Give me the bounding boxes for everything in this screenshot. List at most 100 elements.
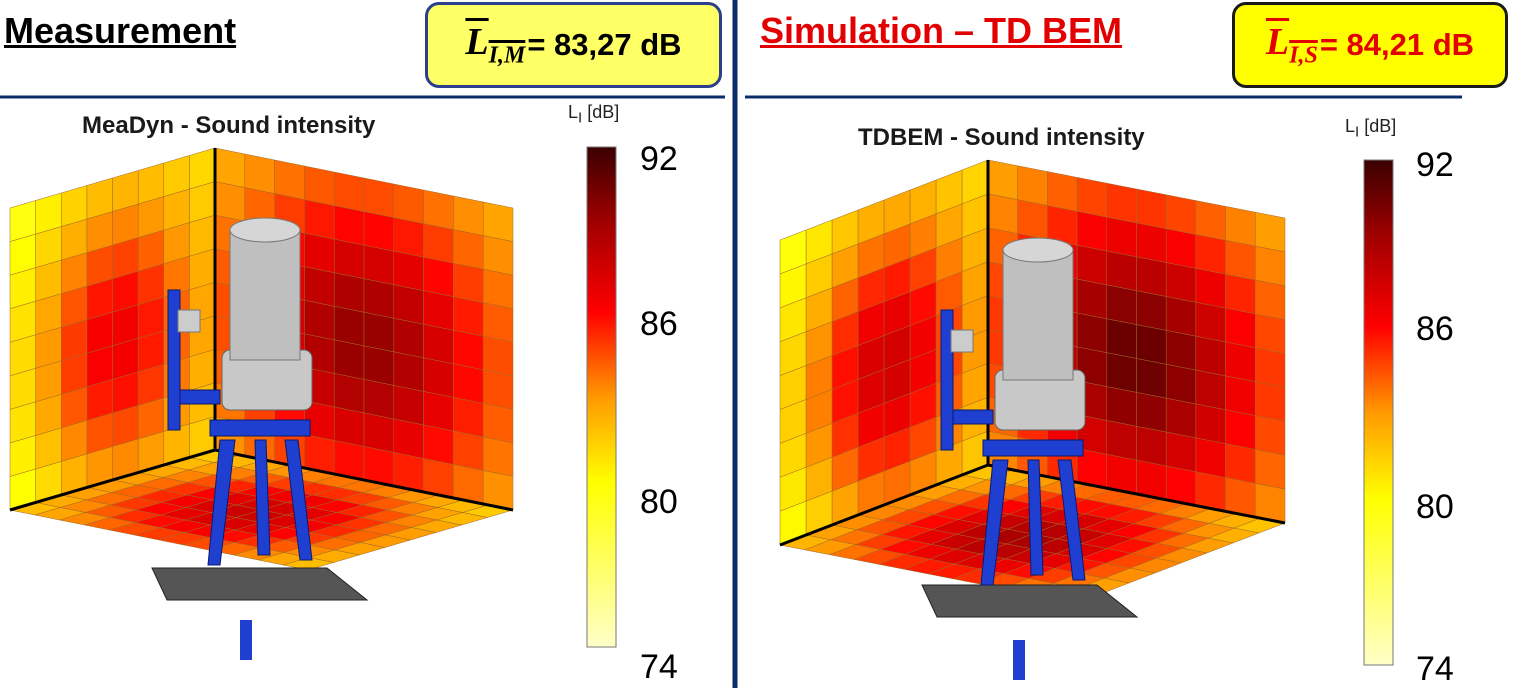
heatmap-cell <box>189 147 216 190</box>
colorbar-tick: 86 <box>640 305 678 343</box>
heatmap-cell <box>1255 347 1286 388</box>
heatmap-cell <box>1076 244 1108 286</box>
heatmap-cell <box>423 189 454 230</box>
heatmap-cell <box>1106 250 1137 291</box>
measurement-plot <box>9 147 514 660</box>
heatmap-cell <box>482 403 514 444</box>
heatmap-cell <box>333 406 365 447</box>
heatmap-cell <box>363 244 395 285</box>
stand-leg <box>254 439 271 556</box>
stand-crossbar <box>982 439 1084 457</box>
heatmap-cell <box>482 235 514 276</box>
heatmap-cell <box>453 262 484 303</box>
stand-arm <box>174 389 221 405</box>
heatmap-cell <box>1195 268 1226 309</box>
heatmap-cell <box>1106 420 1137 461</box>
heatmap-cell <box>1136 425 1167 467</box>
heatmap-cell <box>363 278 395 319</box>
heatmap-cell <box>1076 177 1108 218</box>
heatmap-cell <box>9 200 36 242</box>
heatmap-cell <box>1136 256 1167 297</box>
heatmap-cell <box>1195 437 1226 478</box>
heatmap-cell <box>333 272 365 313</box>
heatmap-cell <box>61 185 88 227</box>
heatmap-cell <box>333 373 365 414</box>
stand-arm <box>167 289 181 431</box>
heatmap-cell <box>163 155 190 197</box>
heatmap-cell <box>779 229 807 275</box>
heatmap-cell <box>1106 386 1137 427</box>
heatmap-cell <box>393 418 424 459</box>
heatmap-cell <box>393 385 424 426</box>
stand-leg <box>980 459 1009 586</box>
heatmap-cell <box>482 436 514 477</box>
heatmap-cell <box>363 412 395 453</box>
heatmap-cell <box>1225 375 1256 416</box>
heatmap-cell <box>1255 381 1286 422</box>
heatmap-cell <box>1136 392 1167 433</box>
measurement-plot-title: MeaDyn - Sound intensity <box>82 112 376 139</box>
heatmap-cell <box>333 171 365 212</box>
colorbar-label-right: LI [dB] <box>1345 116 1397 141</box>
heatmap-cell <box>304 266 335 307</box>
stand-post <box>240 620 252 660</box>
colorbar-right <box>1363 159 1394 666</box>
heatmap-cell <box>1255 279 1286 320</box>
heatmap-cell <box>304 199 335 240</box>
stand-leg <box>207 439 236 566</box>
stand-arm <box>947 409 994 425</box>
heatmap-cell <box>333 238 365 279</box>
heatmap-cell <box>393 183 424 224</box>
heatmap-cell <box>1165 397 1197 439</box>
heatmap-cell <box>1076 278 1108 320</box>
measurement-average-box: LI,M = 83,27 dB <box>425 2 722 88</box>
heatmap-cell <box>1106 284 1137 325</box>
heatmap-cell <box>987 193 1018 234</box>
heatmap-cell <box>1225 409 1256 450</box>
stand-arm <box>940 309 954 451</box>
device-top <box>1002 237 1074 263</box>
heatmap-cell <box>423 323 454 365</box>
mount-plate <box>151 567 369 601</box>
heatmap-cell <box>363 177 395 218</box>
heatmap-cell <box>1195 200 1226 241</box>
heatmap-cell <box>1165 296 1197 337</box>
average-symbol: LI,S <box>1265 21 1318 69</box>
heatmap-cell <box>363 311 395 353</box>
heatmap-cell <box>1225 307 1256 349</box>
device-body <box>229 229 301 361</box>
heatmap-cell <box>1225 341 1256 382</box>
heatmap-cell <box>482 201 514 242</box>
device-top <box>229 217 301 243</box>
heatmap-cell <box>86 177 113 220</box>
heatmap-cell <box>1106 216 1137 258</box>
heatmap-cell <box>1106 318 1137 359</box>
heatmap-cell <box>363 211 395 252</box>
heatmap-cell <box>482 335 514 377</box>
colorbar-tick: 80 <box>1416 488 1454 526</box>
heatmap-cell <box>453 296 484 337</box>
colorbar-tick: 92 <box>1416 146 1454 184</box>
heatmap-cell <box>482 302 514 343</box>
heatmap-cell <box>1017 165 1048 206</box>
mount-plate <box>921 584 1139 618</box>
heatmap-cell <box>1255 449 1286 490</box>
sensor-head <box>177 309 201 333</box>
heatmap-cell <box>214 147 246 188</box>
heatmap-cell <box>423 357 454 398</box>
heatmap-cell <box>423 424 454 465</box>
heatmap-cell <box>393 250 424 291</box>
heatmap-cell <box>987 159 1018 200</box>
heatmap-cell <box>453 195 484 236</box>
heatmap-cell <box>1195 403 1226 444</box>
heatmap-cell <box>1195 301 1226 343</box>
heatmap-cell <box>482 268 514 309</box>
heatmap-cell <box>333 205 365 246</box>
average-symbol: LI,M <box>465 21 526 69</box>
heatmap-cell <box>214 181 246 222</box>
heatmap-cell <box>423 223 454 264</box>
heatmap-cell <box>393 317 424 359</box>
simulation-average-box: LI,S = 84,21 dB <box>1232 2 1508 88</box>
heatmap-cell <box>453 430 484 471</box>
